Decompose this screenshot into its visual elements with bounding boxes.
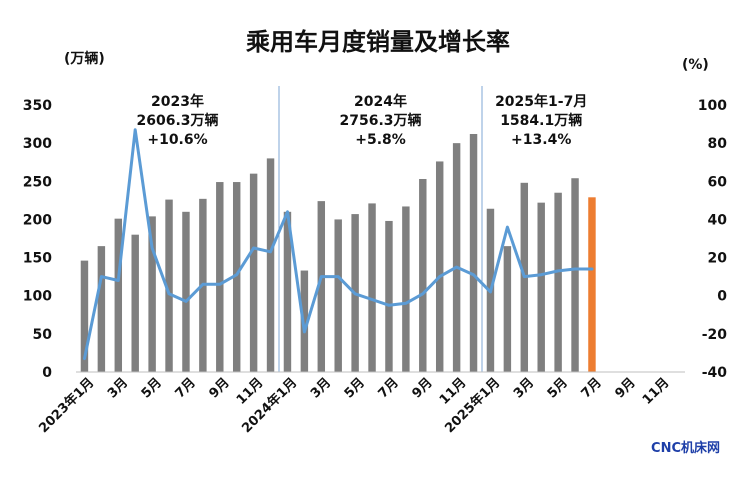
x-tick-label: 9月 (206, 375, 232, 401)
y-right-tick-label: 80 (708, 136, 728, 152)
y-left-tick-label: 350 (23, 98, 52, 114)
sales-bar (131, 234, 139, 372)
sales-bar (554, 192, 562, 372)
y-left-tick-label: 50 (33, 327, 53, 343)
sales-bar (368, 203, 376, 372)
y-left-tick-label: 100 (23, 289, 52, 305)
year-summary-annotation: 1584.1万辆 (500, 112, 582, 129)
sales-bar (114, 218, 123, 372)
sales-bar (232, 182, 241, 372)
sales-bar (452, 143, 461, 372)
sales-bar (266, 158, 275, 372)
growth-rate-line (83, 128, 594, 361)
sales-bar (588, 197, 596, 372)
sales-bar (249, 173, 258, 372)
x-tick-label: 7月 (173, 375, 199, 401)
y-left-tick-label: 150 (23, 251, 52, 267)
y-right-tick-label: 100 (698, 98, 727, 114)
sales-bar (435, 161, 444, 372)
x-tick-label: 3月 (511, 375, 537, 401)
sales-bar (503, 246, 512, 372)
y-right-tick-label: -40 (702, 365, 728, 381)
chart-title: 乘用车月度销量及增长率 (246, 28, 510, 56)
sales-bar (182, 211, 190, 372)
x-tick-label: 5月 (139, 375, 165, 401)
left-axis-unit: (万辆) (64, 51, 105, 67)
sales-bar (97, 246, 106, 372)
sales-bar (80, 260, 89, 372)
sales-bar (571, 178, 579, 372)
y-left-tick-label: 0 (42, 365, 52, 381)
x-tick-label: 3月 (308, 375, 334, 401)
sales-bar (402, 206, 410, 372)
year-summary-annotation: +10.6% (147, 132, 207, 148)
y-right-tick-label: 20 (708, 251, 728, 267)
sales-bar (469, 133, 478, 372)
y-right-tick-label: -20 (702, 327, 728, 343)
y-left-tick-label: 300 (23, 136, 52, 152)
x-tick-label: 7月 (579, 375, 605, 401)
y-right-tick-label: 0 (717, 289, 727, 305)
x-tick-label: 5月 (342, 375, 368, 401)
sales-bar (165, 199, 173, 372)
y-right-tick-label: 40 (708, 212, 728, 228)
sales-bar (283, 211, 292, 372)
year-summary-annotation: +13.4% (511, 132, 571, 148)
x-tick-label: 7月 (376, 375, 402, 401)
x-tick-label: 9月 (409, 375, 435, 401)
sales-bar (334, 219, 342, 372)
year-summary-annotation: 2023年 (151, 93, 204, 110)
year-summary-annotation: 2025年1-7月 (495, 93, 587, 110)
x-tick-label: 2023年1月 (36, 375, 98, 437)
sales-bar (537, 202, 545, 372)
y-left-tick-label: 200 (23, 212, 52, 228)
year-summary-annotation: 2606.3万辆 (136, 112, 218, 129)
y-left-tick-label: 250 (23, 174, 52, 190)
sales-bar (216, 182, 224, 372)
x-tick-label: 9月 (612, 375, 638, 401)
year-summary-annotation: 2756.3万辆 (339, 112, 421, 129)
right-axis-unit: (%) (682, 57, 709, 73)
sales-bar (419, 178, 427, 372)
x-tick-label: 5月 (545, 375, 571, 401)
sales-bar (317, 201, 326, 372)
sales-bar (148, 216, 156, 372)
sales-bar (385, 220, 393, 372)
year-summary-annotation: 2024年 (354, 93, 407, 110)
y-right-tick-label: 60 (708, 174, 728, 190)
x-tick-label: 11月 (640, 375, 673, 408)
year-summary-annotation: +5.8% (355, 132, 406, 148)
watermark: CNC机床网 (651, 441, 720, 456)
x-tick-label: 3月 (105, 375, 131, 401)
